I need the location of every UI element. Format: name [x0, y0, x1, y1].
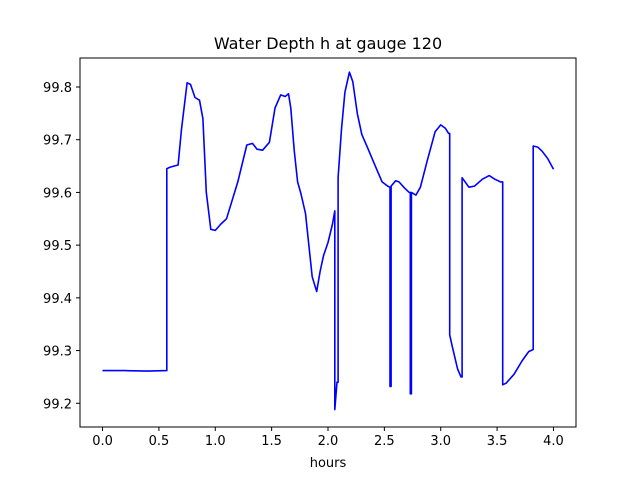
y-tick-label: 99.5: [43, 239, 72, 254]
x-tick-label: 3.5: [487, 434, 508, 449]
y-tick-label: 99.2: [43, 397, 72, 412]
chart-title: Water Depth h at gauge 120: [214, 34, 442, 53]
x-tick-label: 1.0: [205, 434, 226, 449]
x-axis-ticks: 0.0 0.5 1.0 1.5 2.0 2.5 3.0 3.5 4.0: [92, 427, 564, 449]
y-tick-label: 99.6: [43, 186, 72, 201]
y-tick-label: 99.8: [43, 81, 72, 96]
x-tick-label: 0.0: [92, 434, 113, 449]
y-tick-label: 99.3: [43, 345, 72, 360]
y-tick-label: 99.4: [43, 292, 72, 307]
x-axis-title: hours: [310, 456, 347, 471]
x-tick-label: 2.5: [374, 434, 395, 449]
x-tick-label: 3.0: [430, 434, 451, 449]
plot-area-frame: [79, 57, 577, 428]
x-tick-label: 4.0: [543, 434, 564, 449]
y-tick-label: 99.7: [43, 134, 72, 149]
series-layer: [102, 71, 555, 411]
x-tick-label: 1.5: [261, 434, 282, 449]
x-tick-label: 0.5: [149, 434, 170, 449]
x-tick-label: 2.0: [318, 434, 339, 449]
y-axis-ticks: 99.2 99.3 99.4 99.5 99.6 99.7 99.8: [43, 81, 80, 412]
water-depth-line: [102, 71, 555, 411]
